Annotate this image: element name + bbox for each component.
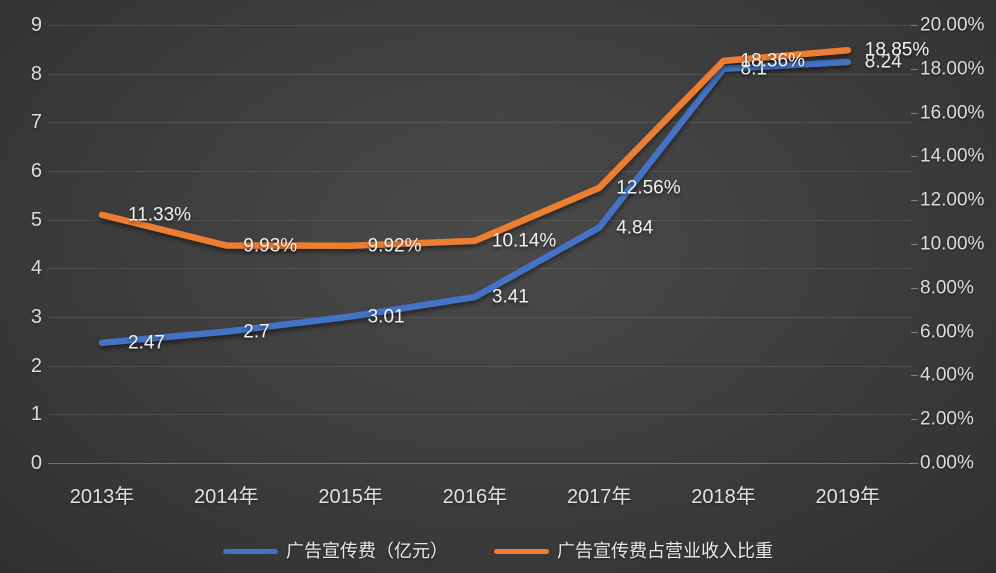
series-line-ratio <box>98 46 852 250</box>
left-axis-tick-label: 2 <box>30 354 42 377</box>
right-axis-tick <box>911 68 918 70</box>
data-label: 9.92% <box>367 235 422 257</box>
left-axis-tick-label: 8 <box>30 62 42 85</box>
left-axis-tick-label: 0 <box>30 452 42 474</box>
left-axis-tick-label: 5 <box>30 208 42 231</box>
legend-line-swatch <box>223 548 278 554</box>
right-axis-tick-label: 8.00% <box>920 277 974 299</box>
data-label: 8.1 <box>740 58 767 80</box>
gridline <box>48 73 912 75</box>
data-label: 2.47 <box>128 332 165 354</box>
legend-item: 广告宣传费（亿元） <box>223 542 448 560</box>
legend: 广告宣传费（亿元） 广告宣传费占营业收入比重 <box>0 537 996 565</box>
right-axis-tick-label: 10.00% <box>920 233 985 255</box>
right-axis-tick-label: 16.00% <box>920 102 985 124</box>
data-label: 18.36% <box>740 50 805 72</box>
right-axis-tick <box>911 156 918 158</box>
x-axis-category-label: 2015年 <box>318 486 383 508</box>
right-axis-tick-label: 18.00% <box>920 58 985 80</box>
data-label: 18.85% <box>864 39 930 61</box>
right-axis-tick-label: 20.00% <box>920 14 985 36</box>
data-label: 3.41 <box>491 286 529 308</box>
right-axis-tick <box>911 25 918 26</box>
data-label: 12.56% <box>616 177 681 199</box>
x-axis-category-label: 2017年 <box>566 486 632 508</box>
left-axis-tick-label: 1 <box>30 403 42 426</box>
gridline <box>48 414 912 416</box>
right-axis-tick-label: 0.00% <box>920 452 974 474</box>
gridline <box>48 365 912 367</box>
x-axis-category-label: 2013年 <box>69 486 135 508</box>
gridline <box>48 268 912 270</box>
legend-label: 广告宣传费（亿元） <box>286 541 448 561</box>
series-line-expense <box>98 58 852 347</box>
x-axis-category-label: 2018年 <box>691 486 756 508</box>
left-axis-tick-label: 7 <box>30 111 42 134</box>
right-axis-tick <box>911 200 918 202</box>
left-axis-tick-label: 9 <box>30 14 42 36</box>
legend-line-swatch <box>494 548 549 554</box>
x-axis-category-label: 2016年 <box>442 486 508 508</box>
left-axis-tick-label: 6 <box>30 160 42 182</box>
data-label: 3.01 <box>367 306 405 327</box>
legend-label: 广告宣传费占营业收入比重 <box>557 541 773 561</box>
gridline <box>48 122 912 124</box>
gridline <box>48 171 912 172</box>
left-axis-tick-label: 3 <box>30 306 42 328</box>
left-axis-tick-label: 4 <box>30 257 42 280</box>
data-label: 2.7 <box>243 321 270 343</box>
right-axis-tick <box>911 331 918 333</box>
right-axis-tick <box>911 375 918 377</box>
right-axis-tick-label: 2.00% <box>920 408 974 430</box>
right-axis-tick-label: 14.00% <box>920 145 985 167</box>
right-axis-tick-label: 6.00% <box>920 321 974 343</box>
x-axis-category-label: 2014年 <box>194 486 259 508</box>
right-axis-tick <box>911 244 918 245</box>
right-axis-tick <box>911 419 918 421</box>
data-label: 9.93% <box>243 235 298 256</box>
data-label: 10.14% <box>491 230 557 252</box>
gridline <box>48 219 912 221</box>
data-label: 8.24 <box>864 51 902 73</box>
gridline <box>48 317 912 318</box>
data-label: 11.33% <box>128 204 192 226</box>
gridline <box>48 25 912 26</box>
gridline <box>48 463 912 464</box>
right-axis-tick <box>911 112 918 114</box>
right-axis-tick-label: 12.00% <box>920 189 985 211</box>
data-label: 4.84 <box>616 217 654 238</box>
x-axis-category-label: 2019年 <box>815 486 881 508</box>
right-axis-tick-label: 4.00% <box>920 364 974 386</box>
right-axis-tick <box>911 287 918 289</box>
legend-item: 广告宣传费占营业收入比重 <box>494 542 773 560</box>
right-axis-tick <box>911 463 918 464</box>
